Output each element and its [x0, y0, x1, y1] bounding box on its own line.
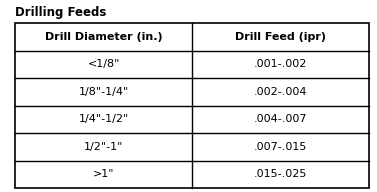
- Text: .001-.002: .001-.002: [254, 59, 308, 69]
- Text: >1": >1": [93, 169, 115, 179]
- Text: 1/2"-1": 1/2"-1": [84, 142, 123, 152]
- Text: 1/4"-1/2": 1/4"-1/2": [78, 114, 129, 124]
- Text: .002-.004: .002-.004: [254, 87, 308, 97]
- Text: .015-.025: .015-.025: [254, 169, 308, 179]
- Text: <1/8": <1/8": [87, 59, 120, 69]
- Text: 1/8"-1/4": 1/8"-1/4": [78, 87, 129, 97]
- Text: .004-.007: .004-.007: [254, 114, 308, 124]
- Bar: [15, 23, 369, 188]
- Text: Drilling Feeds: Drilling Feeds: [15, 6, 106, 19]
- Text: Drill Feed (ipr): Drill Feed (ipr): [235, 32, 326, 42]
- Text: Drill Diameter (in.): Drill Diameter (in.): [45, 32, 162, 42]
- Text: .007-.015: .007-.015: [254, 142, 308, 152]
